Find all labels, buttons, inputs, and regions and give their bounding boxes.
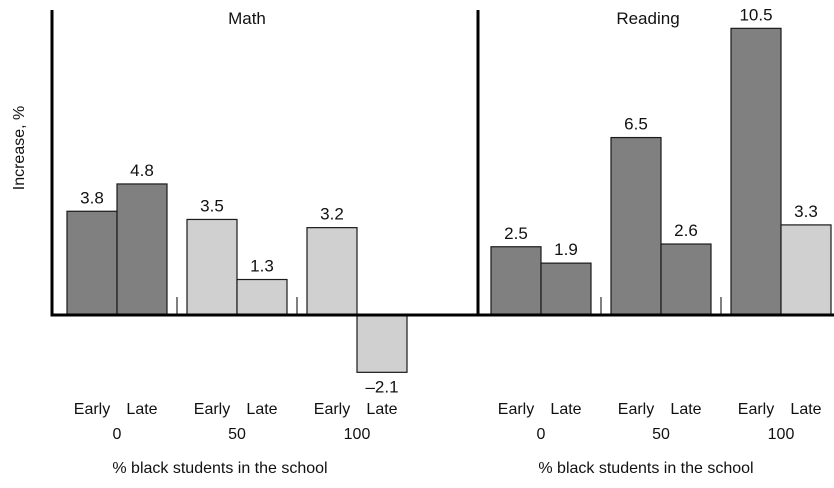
panel-1-ylabel: Increase, % — [11, 106, 28, 190]
panel-1-bar-0-early — [66, 210, 118, 316]
panel-1-tick-50-late: Late — [246, 401, 277, 418]
panel-1-xlabel: % black students in the school — [112, 460, 327, 477]
panel-1-value-label-100-late: –2.1 — [365, 377, 398, 396]
panel-2-value-label-100-early: 10.5 — [739, 5, 772, 24]
panel-2-tick-50-late: Late — [670, 401, 701, 418]
panel-1-tick-0-late: Late — [126, 401, 157, 418]
panel-2-bar-100-early — [730, 27, 782, 316]
panel-2-bar-50-early — [610, 136, 662, 316]
panel-1-value-label-0-early: 3.8 — [80, 188, 104, 207]
panel-2-xlabel: % black students in the school — [538, 460, 753, 477]
panel-1-group-label-0: 0 — [113, 426, 122, 443]
panel-2-value-label-0-late: 1.9 — [554, 240, 578, 259]
panel-1-tick-50-early: Early — [194, 401, 230, 418]
panel-2-tick-0-late: Late — [550, 401, 581, 418]
panel-1-bar-0-late — [116, 183, 168, 316]
panel-2-tick-50-early: Early — [618, 401, 654, 418]
panel-1-bar-100-late — [356, 314, 408, 373]
panel-1-bar-50-late — [236, 278, 288, 316]
panel-2-value-label-50-late: 2.6 — [674, 221, 698, 240]
panel-2-value-label-50-early: 6.5 — [624, 115, 648, 134]
panel-2-group-label-50: 50 — [652, 426, 670, 443]
panel-1-bar-50-early — [186, 218, 238, 316]
panel-2-tick-100-late: Late — [790, 401, 821, 418]
panel-2-value-label-0-early: 2.5 — [504, 224, 528, 243]
panel-2-title: Reading — [616, 9, 679, 28]
panel-2-tick-100-early: Early — [738, 401, 774, 418]
panel-1-title: Math — [228, 9, 266, 28]
panel-1-bar-100-early — [306, 227, 358, 316]
panel-1-value-label-100-early: 3.2 — [320, 205, 344, 224]
panel-1-group-label-50: 50 — [228, 426, 246, 443]
panel-2-tick-0-early: Early — [498, 401, 534, 418]
panel-2-bar-0-late — [540, 262, 592, 316]
panel-2-bar-100-late — [780, 224, 832, 316]
panel-1-group-label-100: 100 — [344, 426, 371, 443]
panel-1-value-label-50-early: 3.5 — [200, 196, 224, 215]
panel-1-tick-0-early: Early — [74, 401, 110, 418]
panel-1-value-label-50-late: 1.3 — [250, 257, 274, 276]
panel-1-tick-100-late: Late — [366, 401, 397, 418]
panel-2-group-label-100: 100 — [768, 426, 795, 443]
panel-1-tick-100-early: Early — [314, 401, 350, 418]
panel-2-group-label-0: 0 — [537, 426, 546, 443]
panel-1-value-label-0-late: 4.8 — [130, 161, 154, 180]
panel-2-bar-50-late — [660, 243, 712, 316]
panel-2-value-label-100-late: 3.3 — [794, 202, 818, 221]
panel-2-bar-0-early — [490, 246, 542, 316]
